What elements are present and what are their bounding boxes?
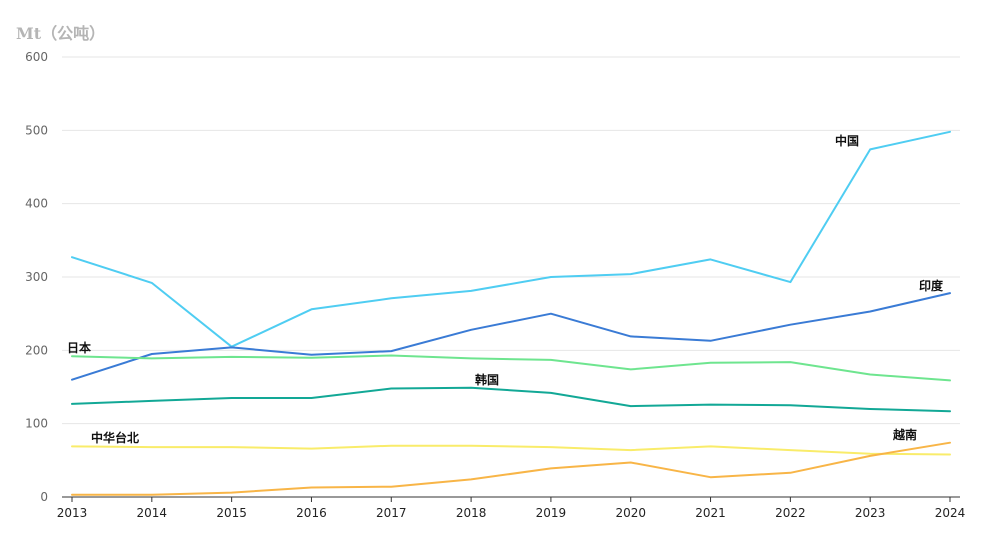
x-tick-label: 2024 — [935, 506, 966, 520]
series-line-5 — [71, 441, 951, 496]
x-tick-label: 2017 — [376, 506, 407, 520]
x-tick-label: 2015 — [216, 506, 247, 520]
x-tick-label: 2018 — [456, 506, 487, 520]
series-label-0: 中国 — [835, 133, 859, 148]
y-tick-label: 300 — [25, 270, 48, 284]
series-line-0 — [71, 130, 951, 348]
y-tick-label: 500 — [25, 123, 48, 137]
x-tick-label: 2016 — [296, 506, 327, 520]
series-lines — [71, 130, 951, 496]
grid-lines — [62, 56, 960, 425]
y-unit-label: Mt（公吨） — [16, 24, 106, 43]
x-tick-label: 2014 — [137, 506, 168, 520]
x-tick-label: 2020 — [615, 506, 646, 520]
x-tick-label: 2022 — [775, 506, 806, 520]
x-tick-label: 2021 — [695, 506, 726, 520]
series-label-1: 印度 — [919, 278, 944, 293]
y-tick-labels: 0 100 200 300 400 500 600 — [25, 50, 48, 504]
x-tick-label: 2019 — [536, 506, 567, 520]
series-line-3 — [71, 386, 951, 413]
y-tick-label: 0 — [40, 490, 48, 504]
series-line-4 — [71, 444, 951, 456]
y-tick-label: 600 — [25, 50, 48, 64]
y-tick-label: 100 — [25, 417, 48, 431]
x-tick-label: 2023 — [855, 506, 886, 520]
series-label-3: 韩国 — [475, 372, 499, 387]
y-tick-label: 200 — [25, 343, 48, 357]
x-tick-label: 2013 — [57, 506, 88, 520]
series-line-1 — [71, 292, 951, 381]
series-label-2: 日本 — [67, 340, 91, 355]
series-label-4: 中华台北 — [91, 430, 139, 445]
y-tick-label: 400 — [25, 197, 48, 211]
series-line-2 — [71, 354, 951, 382]
x-axis: 2013 2014 2015 2016 2017 2018 2019 2020 2021 2022… — [57, 496, 966, 520]
series-label-5: 越南 — [892, 427, 917, 442]
